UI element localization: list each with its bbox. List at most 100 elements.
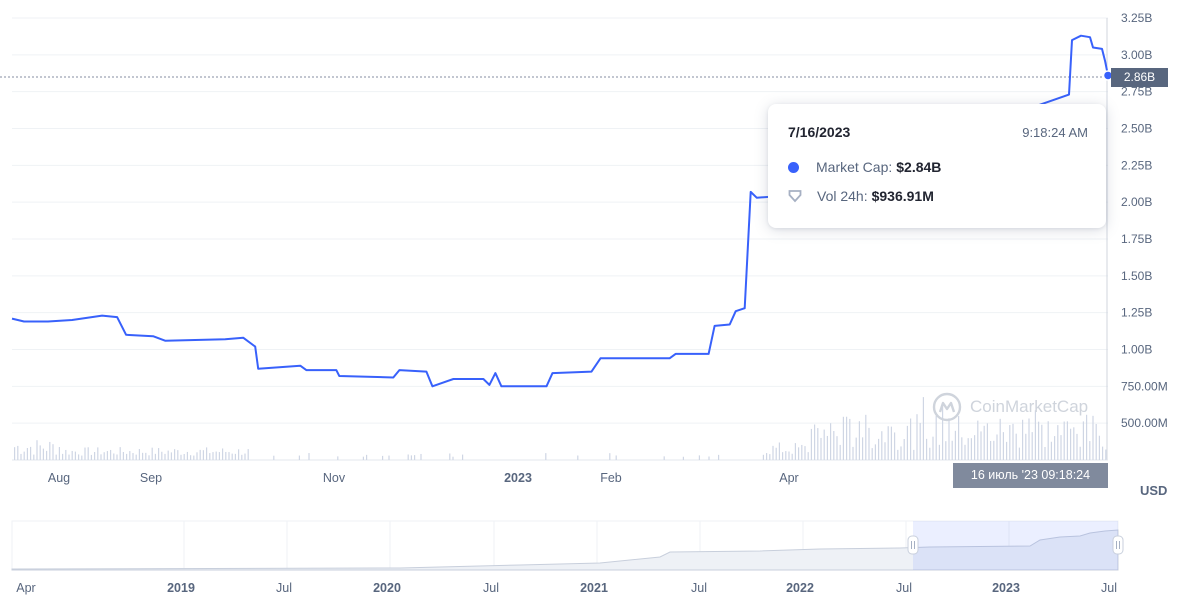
volume-bar <box>852 446 854 460</box>
volume-bar <box>58 447 60 460</box>
volume-bar <box>87 447 89 460</box>
volume-bar <box>30 446 32 460</box>
currency-label: USD <box>1140 483 1168 498</box>
volume-bar <box>1002 432 1004 460</box>
volume-bar <box>145 452 147 460</box>
volume-bar <box>615 455 617 460</box>
volume-bar <box>97 447 99 460</box>
crosshair-time-label: 16 июль '23 09:18:24 <box>953 463 1108 488</box>
volume-bar <box>922 397 924 460</box>
volume-bar <box>199 449 201 460</box>
volume-bar <box>1054 436 1056 460</box>
volume-bar <box>839 444 841 460</box>
volume-bar <box>90 454 92 460</box>
volume-bar <box>878 438 880 460</box>
volume-bar <box>916 414 918 460</box>
navigator[interactable]: Apr 2019 Jul 2020 Jul 2021 Jul 2022 Jul 2023 Jul <box>11 520 1124 595</box>
navigator-handle-left <box>907 535 919 555</box>
volume-bar <box>206 447 208 460</box>
grip-icon <box>911 541 915 549</box>
volume-bar <box>215 451 217 460</box>
volume-bar <box>938 444 940 460</box>
volume-bar <box>964 444 966 460</box>
volume-bar <box>1086 414 1088 460</box>
volume-bar <box>234 453 236 460</box>
volume-bar <box>791 453 793 460</box>
volume-bar <box>958 416 960 460</box>
volume-bar <box>1012 423 1014 460</box>
volume-bar <box>788 451 790 460</box>
volume-bar <box>106 451 108 460</box>
volume-bar <box>1082 421 1084 460</box>
volume-bar <box>410 455 412 460</box>
volume-bar <box>151 447 153 460</box>
volume-bar <box>855 437 857 460</box>
volume-bar <box>1006 441 1008 460</box>
volume-bar <box>225 451 227 460</box>
volume-shield-icon <box>788 190 802 203</box>
volume-bar <box>68 454 70 460</box>
volume-bar <box>974 435 976 460</box>
volume-bar <box>1044 446 1046 460</box>
y-tick-label: 750.00M <box>1121 379 1168 393</box>
y-tick-label: 1.00B <box>1121 343 1152 357</box>
volume-bar <box>202 450 204 460</box>
volume-bar <box>775 447 777 460</box>
navigator-x-tick-label: 2019 <box>167 581 195 595</box>
volume-bar <box>42 448 44 460</box>
volume-bar <box>244 453 246 460</box>
y-axis-ticks: 3.25B 3.00B 2.75B 2.50B 2.25B 2.00B 1.75B 1.50B… <box>1121 11 1168 430</box>
volume-bar <box>577 455 579 460</box>
volume-bar <box>231 453 233 460</box>
volume-bar <box>986 423 988 460</box>
volume-bar <box>967 438 969 460</box>
x-tick-label: Aug <box>48 471 70 485</box>
volume-bar <box>183 453 185 460</box>
volume-bar <box>1038 421 1040 460</box>
volume-bar <box>462 454 464 460</box>
volume-bar <box>810 428 812 460</box>
volume-bar <box>926 438 928 460</box>
watermark: CoinMarketCap <box>932 392 1088 422</box>
volume-bar <box>1057 425 1059 460</box>
volume-bar <box>1092 415 1094 460</box>
navigator-area <box>11 529 1119 571</box>
volume-bar <box>241 454 243 460</box>
x-tick-label: 2023 <box>504 471 532 485</box>
y-tick-label: 2.75B <box>1121 85 1152 99</box>
volume-bar <box>766 453 768 460</box>
volume-bar <box>903 439 905 460</box>
volume-bar <box>52 444 54 460</box>
volume-bar <box>871 448 873 460</box>
volume-bar <box>762 454 764 460</box>
volume-bar <box>929 447 931 460</box>
navigator-x-tick-label: Jul <box>691 581 707 595</box>
volume-bar <box>545 453 547 460</box>
volume-bar <box>868 427 870 460</box>
volume-bar <box>830 423 832 460</box>
volume-bar <box>858 421 860 460</box>
volume-bar <box>84 447 86 460</box>
volume-bar <box>298 455 300 460</box>
volume-bar <box>164 453 166 460</box>
volume-bar <box>36 440 38 460</box>
volume-bar <box>913 449 915 460</box>
navigator-x-tick-label: Jul <box>483 581 499 595</box>
volume-bar <box>46 450 48 460</box>
grid-lines <box>0 17 1110 461</box>
volume-bar <box>785 451 787 460</box>
volume-bar <box>948 418 950 460</box>
volume-bar <box>362 456 364 460</box>
y-tick-label: 2.00B <box>1121 195 1152 209</box>
volume-bar <box>1009 425 1011 460</box>
volume-bar <box>135 454 137 460</box>
navigator-x-tick-label: 2022 <box>786 581 814 595</box>
volume-bar <box>794 443 796 460</box>
volume-bar <box>887 426 889 460</box>
current-value-label: 2.86B <box>1111 68 1168 87</box>
volume-bar <box>932 436 934 460</box>
volume-bar <box>1089 441 1091 460</box>
volume-bar <box>148 455 150 460</box>
